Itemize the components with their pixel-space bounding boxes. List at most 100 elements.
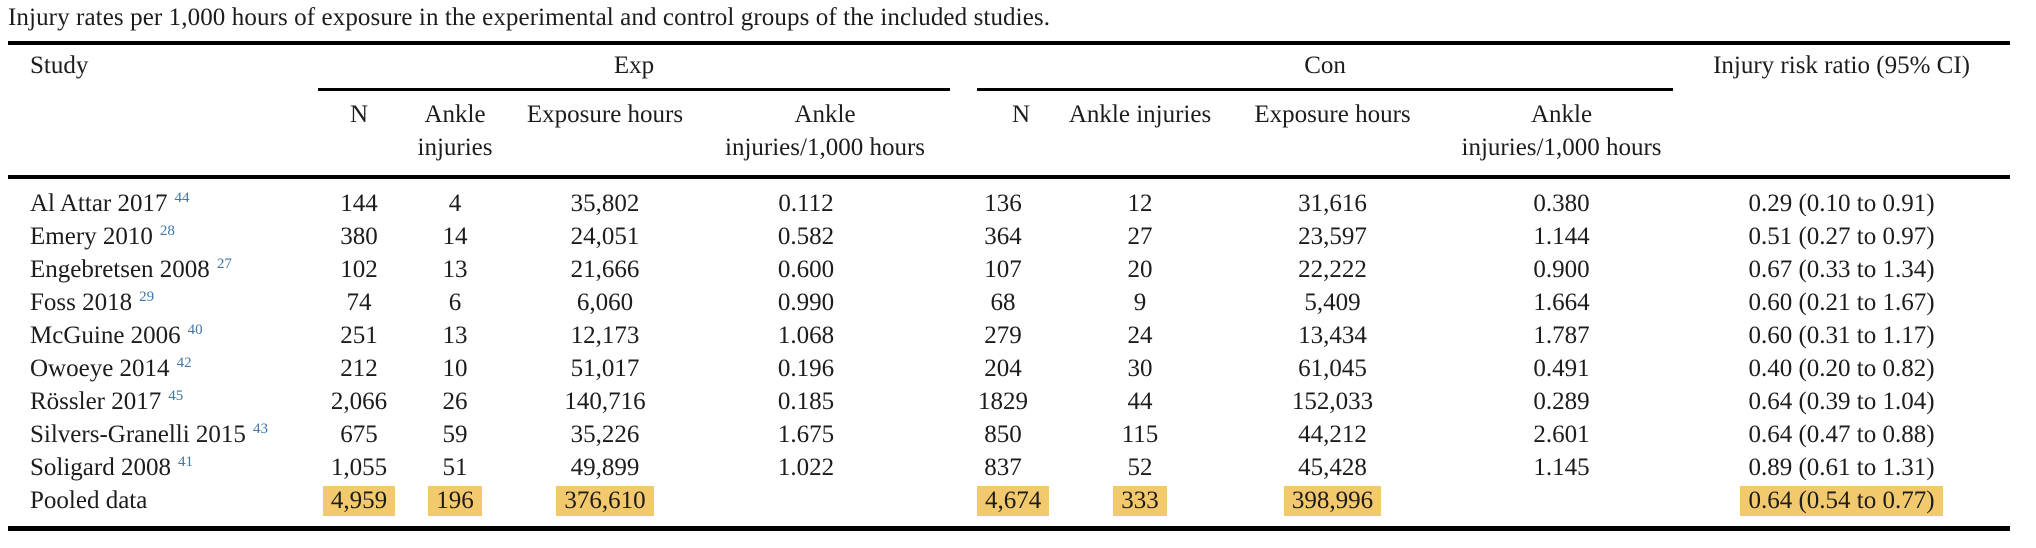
header-group-row: Study Exp Con Injury risk ratio (95% CI)	[8, 43, 2010, 91]
table-row: McGuine 2006 40 251 13 12,173 1.068 279 2…	[8, 319, 2010, 352]
table-row: Silvers-Granelli 2015 43 675 59 35,226 1.…	[8, 418, 2010, 451]
table-row: Owoeye 2014 42 212 10 51,017 0.196 204 30…	[8, 352, 2010, 385]
con-injuries-cell: 333	[1065, 484, 1215, 529]
study-cell: Emery 2010 28	[8, 220, 318, 253]
table-row: Rössler 2017 45 2,066 26 140,716 0.185 18…	[8, 385, 2010, 418]
col-header-con-injuries: Ankle injuries	[1068, 101, 1212, 128]
col-header-risk-ratio: Injury risk ratio (95% CI)	[1713, 52, 1970, 79]
con-n-cell: 136	[984, 190, 1022, 217]
study-name: Pooled data	[30, 487, 148, 514]
exp-rate-cell: 0.600	[777, 256, 835, 283]
spacer-cell	[950, 352, 977, 385]
exp-hours-cell: 35,226	[570, 421, 640, 448]
study-cell: Pooled data	[8, 484, 318, 529]
con-rate-cell: 0.289	[1533, 388, 1590, 415]
exp-rate-cell: 0.582	[777, 223, 835, 250]
exp-injuries-cell: 6	[448, 289, 462, 316]
citation-ref-link[interactable]: 41	[177, 453, 193, 470]
highlighted-value: 333	[1113, 486, 1167, 516]
study-cell: Soligard 2008 41	[8, 451, 318, 484]
exp-hours-cell: 376,610	[510, 484, 700, 529]
col-header-con-hours: Exposure hours	[1254, 101, 1411, 128]
exp-n-cell: 675	[340, 421, 378, 448]
exp-rate-cell: 0.990	[777, 289, 835, 316]
highlighted-value: 4,959	[322, 486, 396, 516]
study-cell: Rössler 2017 45	[8, 385, 318, 418]
spacer-cell	[950, 220, 977, 253]
study-name: Engebretsen 2008	[30, 256, 210, 283]
citation-ref-link[interactable]: 45	[168, 387, 184, 404]
study-cell: Foss 2018 29	[8, 286, 318, 319]
spacer-cell	[950, 177, 977, 220]
exp-injuries-cell: 14	[442, 223, 468, 250]
study-name: McGuine 2006	[30, 322, 181, 349]
con-hours-cell: 45,428	[1298, 454, 1367, 481]
con-hours-cell: 398,996	[1215, 484, 1450, 529]
study-name: Emery 2010	[30, 223, 153, 250]
exp-rate-cell: 0.185	[777, 388, 835, 415]
con-injuries-cell: 27	[1127, 223, 1153, 250]
con-hours-cell: 5,409	[1304, 289, 1361, 316]
header-line: Ankle	[424, 101, 486, 128]
citation-ref-link[interactable]: 40	[187, 321, 203, 338]
exp-rate-cell: 0.196	[777, 355, 835, 382]
risk-ratio-cell: 0.67 (0.33 to 1.34)	[1748, 256, 1935, 283]
exp-hours-cell: 6,060	[576, 289, 634, 316]
highlighted-value: 0.64 (0.54 to 0.77)	[1740, 486, 1943, 516]
exp-hours-cell: 24,051	[570, 223, 640, 250]
con-injuries-cell: 115	[1121, 421, 1159, 448]
citation-ref-link[interactable]: 27	[216, 255, 232, 272]
con-injuries-cell: 24	[1127, 322, 1153, 349]
study-name: Rössler 2017	[30, 388, 162, 415]
con-hours-cell: 61,045	[1298, 355, 1367, 382]
con-n-cell: 68	[990, 289, 1016, 316]
risk-ratio-cell: 0.64 (0.54 to 0.77)	[1673, 484, 2010, 529]
table-row-pooled: Pooled data 4,959 196 376,610 4,674 333 …	[8, 484, 2010, 529]
exp-rate-cell: 0.112	[778, 190, 834, 217]
citation-ref-link[interactable]: 44	[174, 189, 190, 206]
spacer-cell	[950, 451, 977, 484]
highlighted-value: 398,996	[1283, 486, 1382, 516]
table-header: Study Exp Con Injury risk ratio (95% CI)…	[8, 43, 2010, 177]
con-injuries-cell: 44	[1127, 388, 1153, 415]
table-body: Al Attar 2017 44 144 4 35,802 0.112 136 1…	[8, 177, 2011, 529]
con-n-cell: 107	[984, 256, 1022, 283]
citation-ref-link[interactable]: 28	[159, 222, 175, 239]
spacer-cell	[950, 484, 977, 529]
col-group-exp: Exp	[318, 43, 951, 91]
con-hours-cell: 44,212	[1298, 421, 1367, 448]
con-injuries-cell: 12	[1127, 190, 1153, 217]
con-n-cell: 364	[984, 223, 1022, 250]
col-header-exp-n: N	[349, 101, 369, 128]
highlighted-value: 4,674	[977, 486, 1050, 516]
study-cell: McGuine 2006 40	[8, 319, 318, 352]
con-rate-cell: 0.380	[1533, 190, 1590, 217]
con-rate-cell: 0.900	[1533, 256, 1590, 283]
citation-ref-link[interactable]: 29	[139, 288, 155, 305]
header-line: Ankle	[794, 101, 856, 128]
study-name: Al Attar 2017	[30, 190, 168, 217]
con-rate-cell: 2.601	[1533, 421, 1590, 448]
exp-hours-cell: 35,802	[570, 190, 640, 217]
col-header-con-rate: Ankle injuries/1,000 hours	[1450, 90, 1673, 178]
highlighted-value: 376,610	[556, 486, 654, 516]
study-name: Foss 2018	[30, 289, 133, 316]
exp-injuries-cell: 4	[448, 190, 462, 217]
risk-ratio-cell: 0.64 (0.47 to 0.88)	[1748, 421, 1935, 448]
con-n-cell: 1829	[978, 388, 1029, 415]
col-header-exp-rate: Ankle injuries/1,000 hours	[700, 90, 950, 178]
study-cell: Al Attar 2017 44	[8, 177, 318, 220]
exp-injuries-cell: 196	[400, 484, 510, 529]
exp-hours-cell: 51,017	[570, 355, 640, 382]
citation-ref-link[interactable]: 43	[252, 420, 268, 437]
con-hours-cell: 22,222	[1298, 256, 1367, 283]
header-sub-row: N Ankle injuries Exposure hours Ankle in…	[8, 90, 2010, 178]
exp-rate-cell: 1.675	[777, 421, 835, 448]
injury-rates-table: Study Exp Con Injury risk ratio (95% CI)…	[8, 41, 2011, 531]
col-header-exp-hours: Exposure hours	[526, 101, 684, 128]
spacer-cell	[950, 253, 977, 286]
citation-ref-link[interactable]: 42	[176, 354, 192, 371]
exp-rate-cell	[700, 484, 950, 529]
con-rate-cell: 1.664	[1533, 289, 1590, 316]
